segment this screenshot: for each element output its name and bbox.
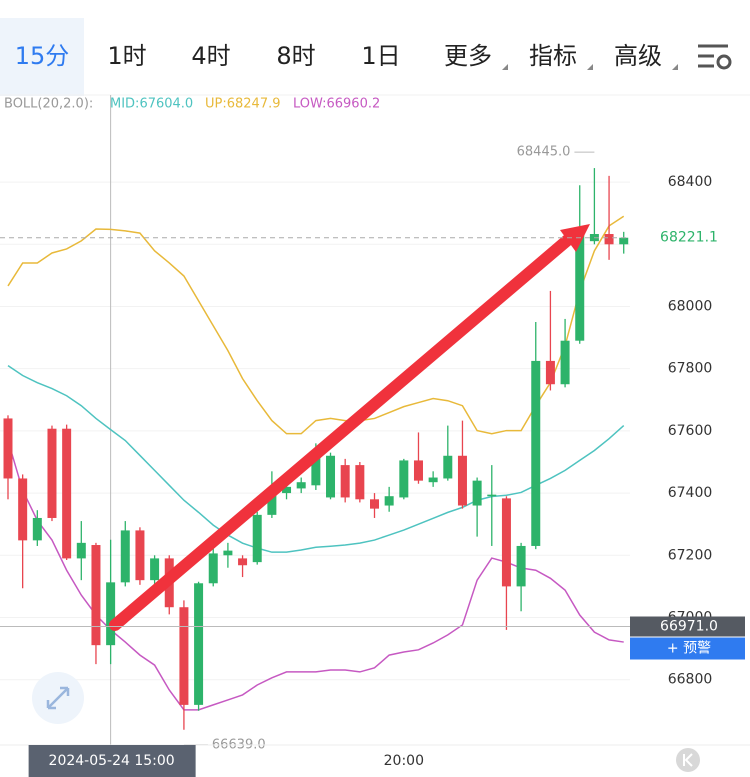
candle-body (62, 428, 72, 559)
candle-body (106, 582, 116, 646)
alert-button-bg[interactable] (630, 637, 745, 660)
candle-body (575, 234, 585, 341)
candle-body (487, 494, 497, 497)
candle-body (326, 455, 336, 498)
candle-body (560, 340, 570, 385)
candle-body (18, 478, 28, 541)
last-price-label: 68221.1 (660, 230, 718, 246)
trend-arrow (109, 224, 590, 631)
tab[interactable]: 15分 (15, 42, 70, 70)
scroll-end-button[interactable] (676, 748, 700, 772)
tab[interactable]: 8时 (276, 42, 315, 70)
candle-body (545, 360, 555, 385)
candle-body (3, 418, 13, 479)
extreme-label: 68445.0 (517, 145, 571, 160)
tab[interactable]: 1时 (107, 42, 146, 70)
last-price-box (632, 226, 750, 249)
candle-body (384, 496, 394, 506)
y-tick-label: 67800 (668, 361, 713, 377)
dropdown-caret (502, 64, 508, 70)
candle-body (32, 517, 42, 541)
candle-body (604, 234, 614, 245)
candle-body (296, 482, 306, 489)
candle-body (370, 499, 379, 509)
candle-body (194, 583, 204, 705)
candle-body (413, 460, 423, 481)
dropdown-caret (587, 64, 593, 70)
dropdown-caret (672, 64, 678, 70)
candle-body (311, 457, 321, 486)
candle-body (443, 455, 453, 479)
legend-entry: LOW:66960.2 (293, 97, 380, 112)
alert-button[interactable]: + 预警 (667, 641, 711, 657)
tab[interactable]: 1日 (361, 42, 400, 70)
candle-body (399, 460, 409, 498)
boll-line (7, 364, 625, 553)
candle-body (76, 542, 86, 559)
indicator-label: BOLL(20,2.0): (4, 97, 93, 112)
candle-body (238, 558, 248, 566)
y-tick-label: 68400 (668, 174, 713, 190)
candle-body (516, 545, 526, 587)
candle-body (282, 486, 292, 494)
candle-body (150, 558, 160, 581)
candle-body (457, 455, 467, 506)
y-tick-label: 67600 (668, 423, 713, 439)
candle-body (208, 553, 218, 584)
candle-body (223, 550, 233, 556)
candle-body (179, 607, 189, 705)
candle-body (619, 237, 629, 245)
candle-body (135, 530, 145, 581)
boll-line (7, 215, 625, 435)
tab[interactable]: 指标 (529, 42, 577, 70)
settings-icon[interactable] (698, 44, 732, 70)
crosshair-time-label: 2024-05-24 15:00 (49, 753, 175, 769)
legend-entry: MID:67604.0 (110, 97, 193, 112)
y-tick-label: 67200 (668, 547, 713, 563)
tab[interactable]: 更多 (444, 42, 492, 70)
candle-body (472, 480, 482, 506)
candle-body (91, 545, 101, 646)
candle-body (47, 428, 57, 518)
candle-body (531, 360, 541, 546)
candle-body (340, 465, 350, 498)
legend-entry: UP:68247.9 (205, 97, 281, 112)
crosshair-time-box (28, 745, 196, 777)
tab[interactable]: 高级 (614, 42, 662, 70)
tab[interactable]: 4时 (191, 42, 230, 70)
candle-body (355, 465, 365, 500)
y-tick-label: 66800 (668, 672, 713, 688)
y-tick-label: 67400 (668, 485, 713, 501)
y-tick-label: 68000 (668, 298, 713, 314)
candle-body (501, 498, 511, 587)
candle-body (267, 489, 277, 515)
tab-bar: 15分 1时 4时 8时 1日 更多 指标 高级 (15, 42, 678, 70)
candle-body (252, 514, 262, 563)
candle-body (428, 477, 438, 483)
x-tick-label: 20:00 (384, 753, 424, 769)
active-tab-bg (0, 18, 84, 96)
crosshair-price-label: 66971.0 (660, 619, 718, 635)
expand-button[interactable] (32, 672, 84, 724)
candle-body (120, 530, 130, 583)
crosshair-price-box (630, 616, 745, 637)
